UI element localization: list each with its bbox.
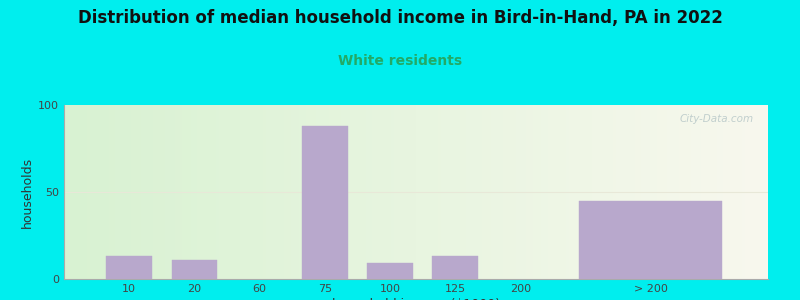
- Bar: [106, 256, 152, 279]
- Bar: [302, 126, 347, 279]
- Text: Distribution of median household income in Bird-in-Hand, PA in 2022: Distribution of median household income …: [78, 9, 722, 27]
- X-axis label: household income ($1000): household income ($1000): [332, 298, 500, 300]
- Bar: [579, 201, 722, 279]
- Bar: [367, 263, 413, 279]
- Text: White residents: White residents: [338, 54, 462, 68]
- Bar: [171, 260, 217, 279]
- Y-axis label: households: households: [21, 156, 34, 228]
- Bar: [432, 256, 478, 279]
- Text: City-Data.com: City-Data.com: [680, 114, 754, 124]
